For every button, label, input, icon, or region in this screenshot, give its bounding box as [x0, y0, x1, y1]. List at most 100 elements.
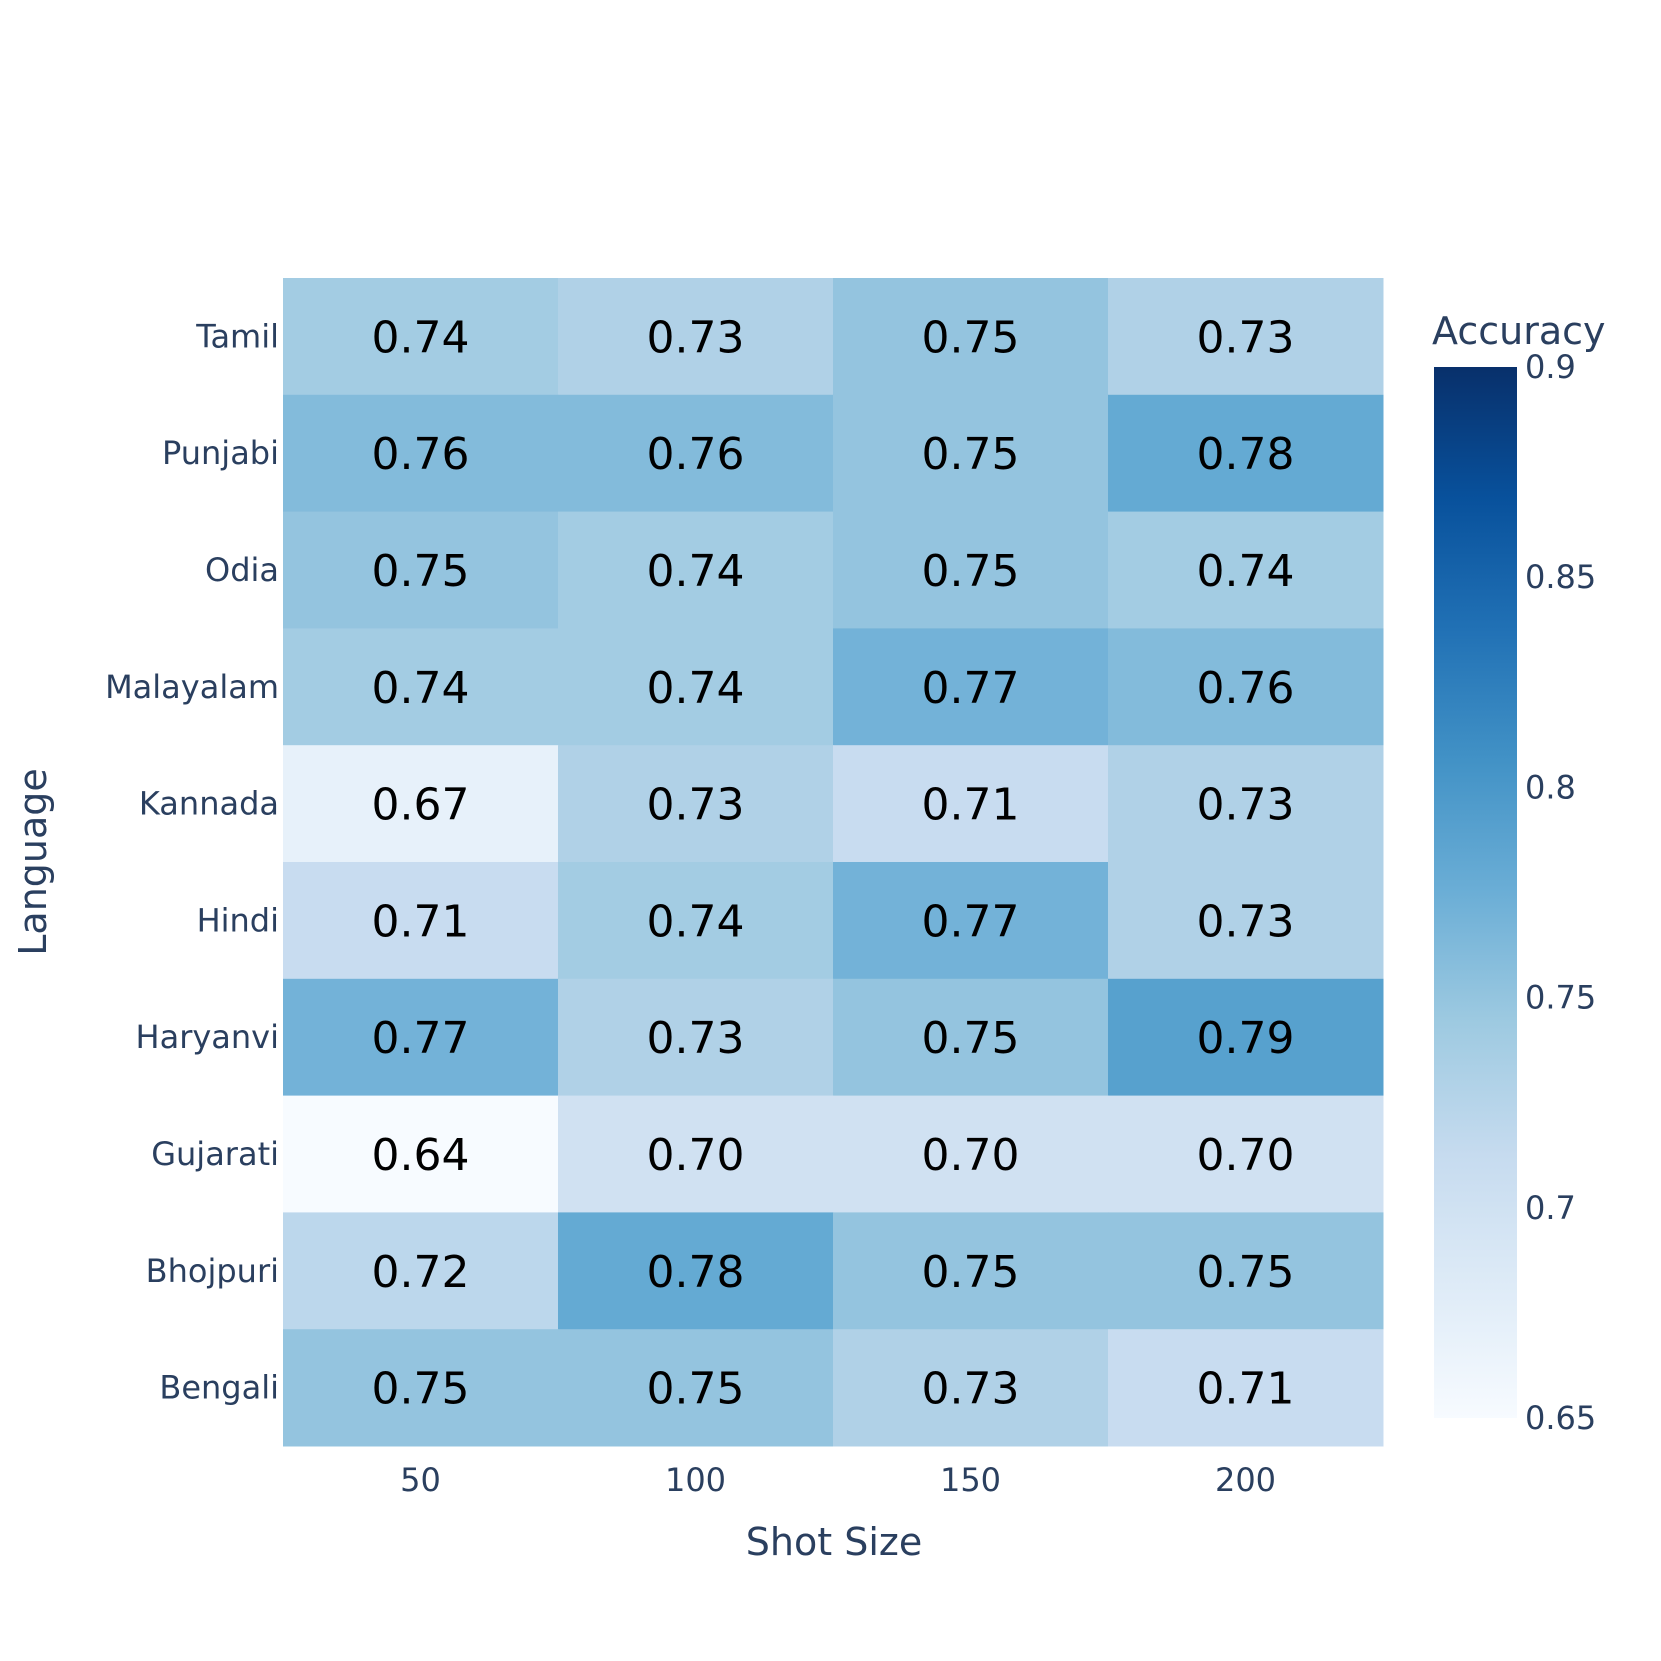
y-axis-tick-labels: Tamil Punjabi Odia Malayalam Kannada Hindi Har…	[105, 317, 279, 1406]
x-axis-tick-labels: 50 100 150 200	[400, 1461, 1276, 1499]
y-tick-label: Bengali	[159, 1369, 279, 1407]
colorbar-tick-labels: 0.65 0.7 0.75 0.8 0.85 0.9	[1525, 348, 1596, 1437]
heatmap-cell	[1108, 1212, 1384, 1330]
y-tick-label: Gujarati	[151, 1135, 279, 1173]
x-tick-label: 50	[400, 1461, 441, 1499]
y-tick-label: Haryanvi	[136, 1018, 279, 1056]
y-axis-title: Language	[11, 768, 55, 956]
cell-value-label: 0.70	[922, 1130, 1020, 1181]
heatmap-cell	[283, 394, 559, 513]
cell-value-label: 0.75	[922, 1247, 1020, 1298]
heatmap-cell	[283, 978, 559, 1097]
y-tick-label: Kannada	[139, 785, 279, 823]
cell-value-label: 0.71	[372, 896, 470, 947]
heatmap-cell	[283, 745, 559, 863]
cell-value-label: 0.76	[1197, 663, 1295, 714]
heatmap-cell	[1108, 745, 1384, 863]
heatmap-cell	[1108, 862, 1384, 980]
cell-value-label: 0.75	[922, 312, 1020, 363]
cell-value-label: 0.64	[372, 1130, 470, 1181]
heatmap-cell	[833, 1095, 1109, 1213]
x-tick-label: 200	[1215, 1461, 1276, 1499]
heatmap-cell	[833, 628, 1109, 746]
heatmap-cell	[1108, 1095, 1384, 1213]
heatmap-cell	[1108, 511, 1384, 629]
cell-value-label: 0.79	[1197, 1013, 1295, 1064]
heatmap-cell	[283, 1329, 559, 1447]
heatmap-cell	[833, 978, 1109, 1097]
cell-value-label: 0.75	[372, 546, 470, 597]
colorbar-title: Accuracy	[1432, 309, 1606, 353]
heatmap-cell	[833, 1329, 1109, 1447]
colorbar-tick-label: 0.9	[1525, 348, 1576, 386]
cell-value-labels: 0.74 0.73 0.75 0.73 0.76 0.76 0.75 0.78 0.75 0.74…	[372, 312, 1295, 1414]
heatmap-cell	[283, 628, 559, 746]
heatmap-cell	[558, 978, 834, 1097]
cell-value-label: 0.75	[647, 1364, 745, 1415]
cell-value-label: 0.76	[647, 429, 745, 480]
y-tick-label: Odia	[205, 551, 279, 589]
heatmap-cell	[833, 278, 1109, 396]
cell-value-label: 0.73	[1197, 312, 1295, 363]
cell-value-label: 0.74	[1197, 546, 1295, 597]
x-axis-title: Shot Size	[746, 1520, 922, 1564]
cell-value-label: 0.75	[922, 1013, 1020, 1064]
y-tick-label: Bhojpuri	[146, 1252, 279, 1290]
cell-value-label: 0.73	[647, 312, 745, 363]
colorbar-tick-label: 0.85	[1525, 558, 1596, 596]
heatmap-cell	[283, 1095, 559, 1213]
y-tick-label: Hindi	[197, 901, 279, 939]
y-tick-label: Tamil	[195, 317, 279, 355]
heatmap-cell	[283, 511, 559, 629]
cell-value-label: 0.75	[922, 546, 1020, 597]
heatmap-cell	[558, 745, 834, 863]
heatmap-cell	[558, 628, 834, 746]
heatmap-cell	[1108, 978, 1384, 1097]
heatmap-cell	[833, 1212, 1109, 1330]
heatmap-cell	[558, 862, 834, 980]
cell-value-label: 0.77	[372, 1013, 470, 1064]
cell-value-label: 0.74	[372, 663, 470, 714]
cell-value-label: 0.76	[372, 429, 470, 480]
cell-value-label: 0.77	[922, 663, 1020, 714]
heatmap-cell	[833, 862, 1109, 980]
heatmap-cell	[558, 278, 834, 396]
x-tick-label: 150	[940, 1461, 1001, 1499]
heatmap-cells	[283, 278, 1384, 1447]
cell-value-label: 0.75	[372, 1364, 470, 1415]
heatmap-cell	[1108, 394, 1384, 513]
cell-value-label: 0.73	[647, 780, 745, 831]
colorbar-tick-label: 0.7	[1525, 1189, 1576, 1227]
colorbar-tick-label: 0.8	[1525, 768, 1576, 806]
cell-value-label: 0.78	[1197, 429, 1295, 480]
cell-value-label: 0.78	[647, 1247, 745, 1298]
x-tick-label: 100	[665, 1461, 726, 1499]
cell-value-label: 0.72	[372, 1247, 470, 1298]
heatmap-cell	[558, 1095, 834, 1213]
cell-value-label: 0.74	[647, 896, 745, 947]
cell-value-label: 0.77	[922, 896, 1020, 947]
heatmap-cell	[558, 1212, 834, 1330]
heatmap-cell	[833, 745, 1109, 863]
heatmap-cell	[833, 511, 1109, 629]
colorbar-tick-label: 0.75	[1525, 979, 1596, 1017]
cell-value-label: 0.70	[1197, 1130, 1295, 1181]
cell-value-label: 0.74	[372, 312, 470, 363]
heatmap-cell	[1108, 1329, 1384, 1447]
heatmap-cell	[283, 1212, 559, 1330]
cell-value-label: 0.75	[922, 429, 1020, 480]
y-tick-label: Punjabi	[162, 434, 279, 472]
cell-value-label: 0.73	[1197, 896, 1295, 947]
heatmap-cell	[1108, 628, 1384, 746]
colorbar-tick-label: 0.65	[1525, 1399, 1596, 1437]
cell-value-label: 0.74	[647, 546, 745, 597]
colorbar: Accuracy 0.65 0.7 0.75 0.8 0.85 0.9	[1432, 309, 1606, 1437]
colorbar-gradient	[1434, 367, 1517, 1418]
y-tick-label: Malayalam	[105, 668, 279, 706]
cell-value-label: 0.73	[922, 1364, 1020, 1415]
heatmap-cell	[558, 394, 834, 513]
heatmap-cell	[1108, 278, 1384, 396]
cell-value-label: 0.73	[647, 1013, 745, 1064]
heatmap-cell	[558, 511, 834, 629]
